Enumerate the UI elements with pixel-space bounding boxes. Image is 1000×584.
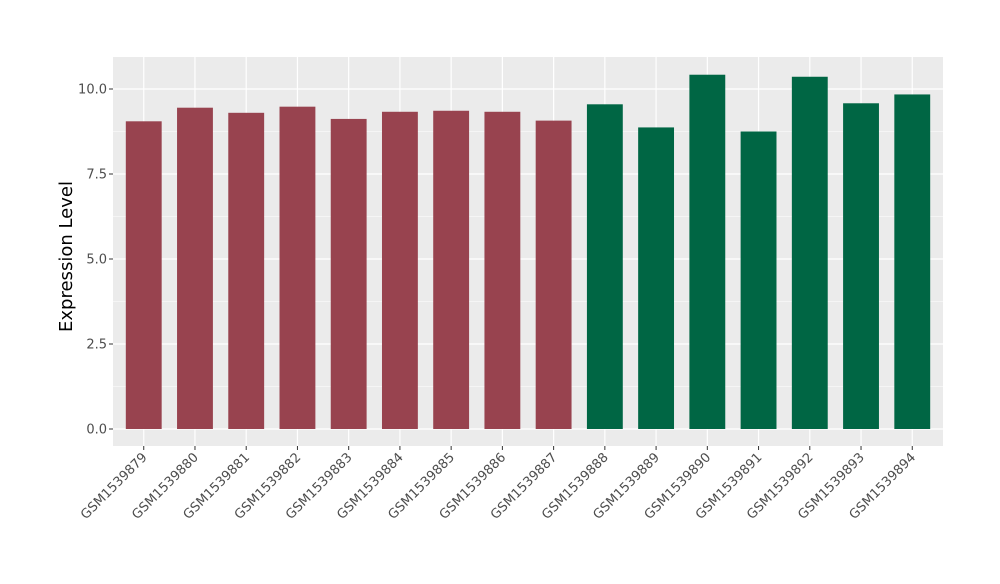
- bar-GSM1539894: [894, 94, 931, 429]
- y-axis: 0.0 2.5 5.0 7.5 10.0: [78, 83, 113, 438]
- bar-GSM1539884: [381, 111, 418, 429]
- x-axis: GSM1539879GSM1539880GSM1539881GSM1539882…: [78, 446, 919, 523]
- bar-GSM1539888: [586, 104, 623, 430]
- bar-GSM1539879: [125, 121, 162, 430]
- y-axis-label: Expression Level: [56, 181, 77, 332]
- bars: [125, 74, 931, 430]
- bar-GSM1539893: [843, 103, 879, 429]
- bar-GSM1539890: [689, 74, 726, 429]
- y-tick-label: 10.0: [78, 83, 107, 98]
- y-tick-label: 2.5: [86, 338, 107, 353]
- bar-GSM1539881: [228, 112, 265, 430]
- y-tick-label: 5.0: [86, 253, 107, 268]
- bar-GSM1539882: [279, 106, 316, 430]
- bar-GSM1539889: [638, 127, 675, 430]
- bar-GSM1539885: [433, 110, 470, 429]
- y-tick-label: 7.5: [86, 168, 107, 183]
- bar-GSM1539891: [740, 131, 777, 429]
- bar-GSM1539883: [330, 118, 367, 430]
- bar-GSM1539886: [484, 111, 521, 429]
- bar-GSM1539887: [535, 120, 572, 430]
- bar-GSM1539892: [791, 76, 828, 429]
- y-tick-label: 0.0: [86, 423, 107, 438]
- bar-GSM1539880: [177, 107, 213, 429]
